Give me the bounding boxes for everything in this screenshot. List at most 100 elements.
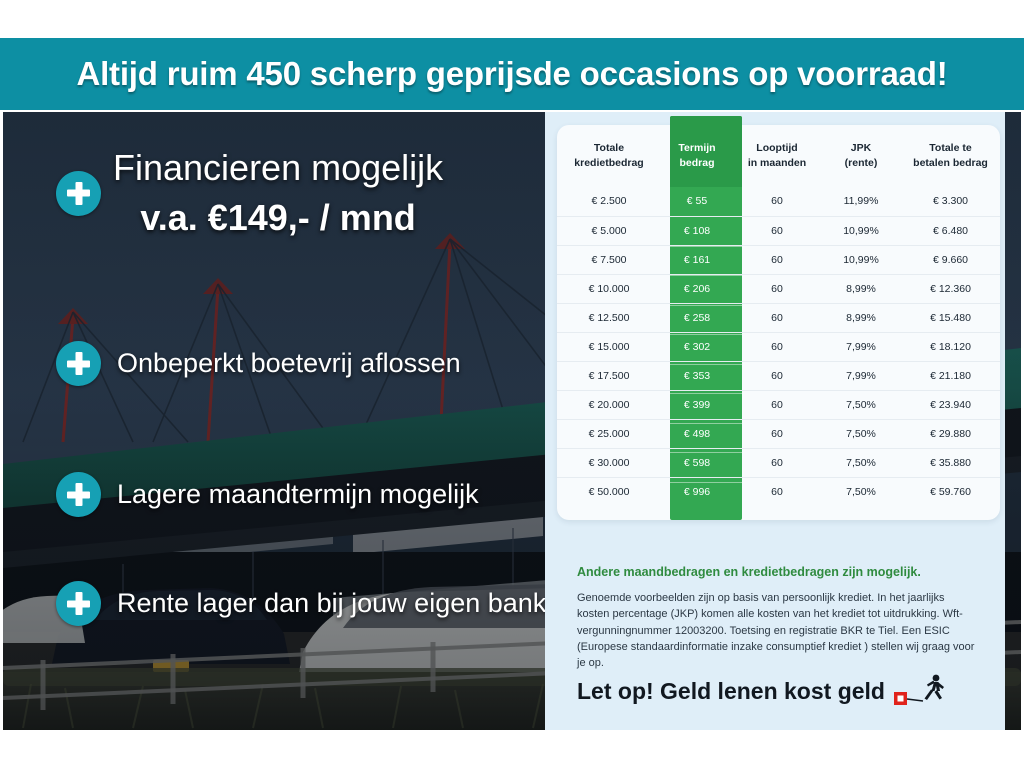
table-cell: € 55 [686, 195, 708, 208]
credit-warning: Let op! Geld lenen kost geld [577, 674, 982, 708]
bullet-item-financing: Financieren mogelijk v.a. €149,- / mnd [56, 147, 443, 239]
table-row: € 10.000 € 206 60 8,99% € 12.360 [557, 273, 1000, 303]
table-cell: € 35.880 [901, 447, 1000, 477]
table-cell: € 206 [661, 273, 733, 303]
table-cell: € 21.180 [901, 360, 1000, 390]
table-cell: 8,99% [821, 273, 901, 303]
table-cell: € 59.760 [901, 476, 1000, 506]
finance-table-body: € 2.500 € 55 60 11,99% € 3.300 € 5.000 € 108 60… [557, 187, 1000, 506]
fine-print-heading: Andere maandbedragen en kredietbedragen … [577, 565, 921, 579]
headline-text: Altijd ruim 450 scherp geprijsde occasio… [76, 55, 948, 92]
table-cell: 60 [733, 389, 821, 419]
table-cell: 8,99% [821, 302, 901, 332]
table-row: € 15.000 € 302 60 7,99% € 18.120 [557, 331, 1000, 361]
table-cell: € 7.500 [557, 244, 661, 274]
col-header-monthly-amount: Termijn bedrag [678, 141, 716, 169]
table-cell: € 3.300 [932, 195, 969, 208]
finance-table-card: Totale kredietbedrag Termijn bedrag Loop… [557, 116, 1000, 520]
bullet-lower-monthly-label: Lagere maandtermijn mogelijk [117, 478, 479, 509]
table-cell: € 2.500 [591, 195, 627, 208]
table-cell: € 12.360 [901, 273, 1000, 303]
headline-banner: Altijd ruim 450 scherp geprijsde occasio… [0, 38, 1024, 110]
table-row: € 30.000 € 598 60 7,50% € 35.880 [557, 447, 1000, 477]
fine-print-body: Genoemde voorbeelden zijn op basis van p… [577, 592, 975, 670]
bullet-item-lower-monthly: Lagere maandtermijn mogelijk [56, 472, 479, 517]
bullet-item-lower-interest: Rente lager dan bij jouw eigen bank [56, 581, 546, 626]
table-row: € 25.000 € 498 60 7,50% € 29.880 [557, 418, 1000, 448]
table-cell: € 353 [661, 360, 733, 390]
table-cell: 11,99% [843, 195, 879, 208]
table-cell: € 12.500 [557, 302, 661, 332]
table-cell: 60 [733, 215, 821, 245]
table-cell: € 498 [661, 418, 733, 448]
highlight-column-header-block [670, 116, 742, 187]
table-row: € 20.000 € 399 60 7,50% € 23.940 [557, 389, 1000, 419]
bullet-penalty-free-label: Onbeperkt boetevrij aflossen [117, 347, 461, 378]
table-header-row: Totale kredietbedrag Termijn bedrag Loop… [557, 125, 1000, 187]
table-cell: € 18.120 [901, 331, 1000, 361]
table-row: € 7.500 € 161 60 10,99% € 9.660 [557, 244, 1000, 274]
table-cell: 60 [733, 302, 821, 332]
table-cell: 7,50% [821, 476, 901, 506]
table-cell: 60 [733, 447, 821, 477]
table-cell: 60 [733, 244, 821, 274]
table-cell: 60 [733, 331, 821, 361]
table-cell: 7,50% [821, 447, 901, 477]
bullet-financing-line2: v.a. €149,- / mnd [140, 197, 416, 238]
table-cell: 60 [771, 195, 783, 208]
table-cell: € 23.940 [901, 389, 1000, 419]
ball-and-chain-icon [893, 674, 944, 705]
table-cell: € 598 [661, 447, 733, 477]
col-header-total-credit: Totale kredietbedrag [574, 141, 644, 169]
col-header-duration: Looptijd in maanden [747, 141, 807, 169]
col-header-jpk: JPK (rente) [844, 141, 878, 169]
table-cell: € 9.660 [901, 244, 1000, 274]
table-cell: 7,99% [821, 331, 901, 361]
credit-warning-text: Let op! Geld lenen kost geld [577, 677, 885, 704]
table-cell: € 10.000 [557, 273, 661, 303]
table-cell: 60 [733, 418, 821, 448]
table-row: € 2.500 € 55 60 11,99% € 3.300 [557, 187, 1000, 216]
finance-table: Totale kredietbedrag Termijn bedrag Loop… [557, 125, 1000, 506]
table-cell: 60 [733, 476, 821, 506]
table-cell: € 5.000 [557, 215, 661, 245]
plus-icon [56, 341, 101, 386]
table-row: € 17.500 € 353 60 7,99% € 21.180 [557, 360, 1000, 390]
feature-bullet-list: Financieren mogelijk v.a. €149,- / mnd O… [3, 112, 563, 730]
table-cell: € 15.480 [901, 302, 1000, 332]
plus-icon [56, 581, 101, 626]
table-cell: € 17.500 [557, 360, 661, 390]
col-header-total-payable: Totale te betalen bedrag [913, 141, 988, 169]
finance-info-panel: Totale kredietbedrag Termijn bedrag Loop… [545, 112, 1005, 730]
table-cell: 60 [733, 360, 821, 390]
table-cell: € 50.000 [557, 476, 661, 506]
bullet-financing-line1: Financieren mogelijk [113, 147, 444, 188]
table-row: € 50.000 € 996 60 7,50% € 59.760 [557, 476, 1000, 506]
table-cell: 7,99% [821, 360, 901, 390]
table-cell: 10,99% [821, 244, 901, 274]
table-cell: € 6.480 [901, 215, 1000, 245]
table-cell: € 15.000 [557, 331, 661, 361]
table-cell: € 29.880 [901, 418, 1000, 448]
table-row: € 12.500 € 258 60 8,99% € 15.480 [557, 302, 1000, 332]
bullet-lower-interest-label: Rente lager dan bij jouw eigen bank [117, 587, 547, 618]
table-row: € 5.000 € 108 60 10,99% € 6.480 [557, 215, 1000, 245]
table-cell: 7,50% [821, 389, 901, 419]
plus-icon [56, 170, 101, 216]
table-cell: € 108 [661, 215, 733, 245]
table-cell: 60 [733, 273, 821, 303]
table-cell: € 30.000 [557, 447, 661, 477]
table-cell: € 161 [661, 244, 733, 274]
finance-table-head: Totale kredietbedrag Termijn bedrag Loop… [557, 125, 1000, 187]
table-cell: € 302 [661, 331, 733, 361]
plus-icon [56, 472, 101, 517]
bullet-item-penalty-free: Onbeperkt boetevrij aflossen [56, 341, 461, 386]
table-cell: € 20.000 [557, 389, 661, 419]
table-cell: € 996 [661, 476, 733, 506]
table-cell: € 25.000 [557, 418, 661, 448]
table-cell: 7,50% [821, 418, 901, 448]
table-cell: € 399 [661, 389, 733, 419]
table-cell: € 258 [661, 302, 733, 332]
table-cell: 10,99% [821, 215, 901, 245]
